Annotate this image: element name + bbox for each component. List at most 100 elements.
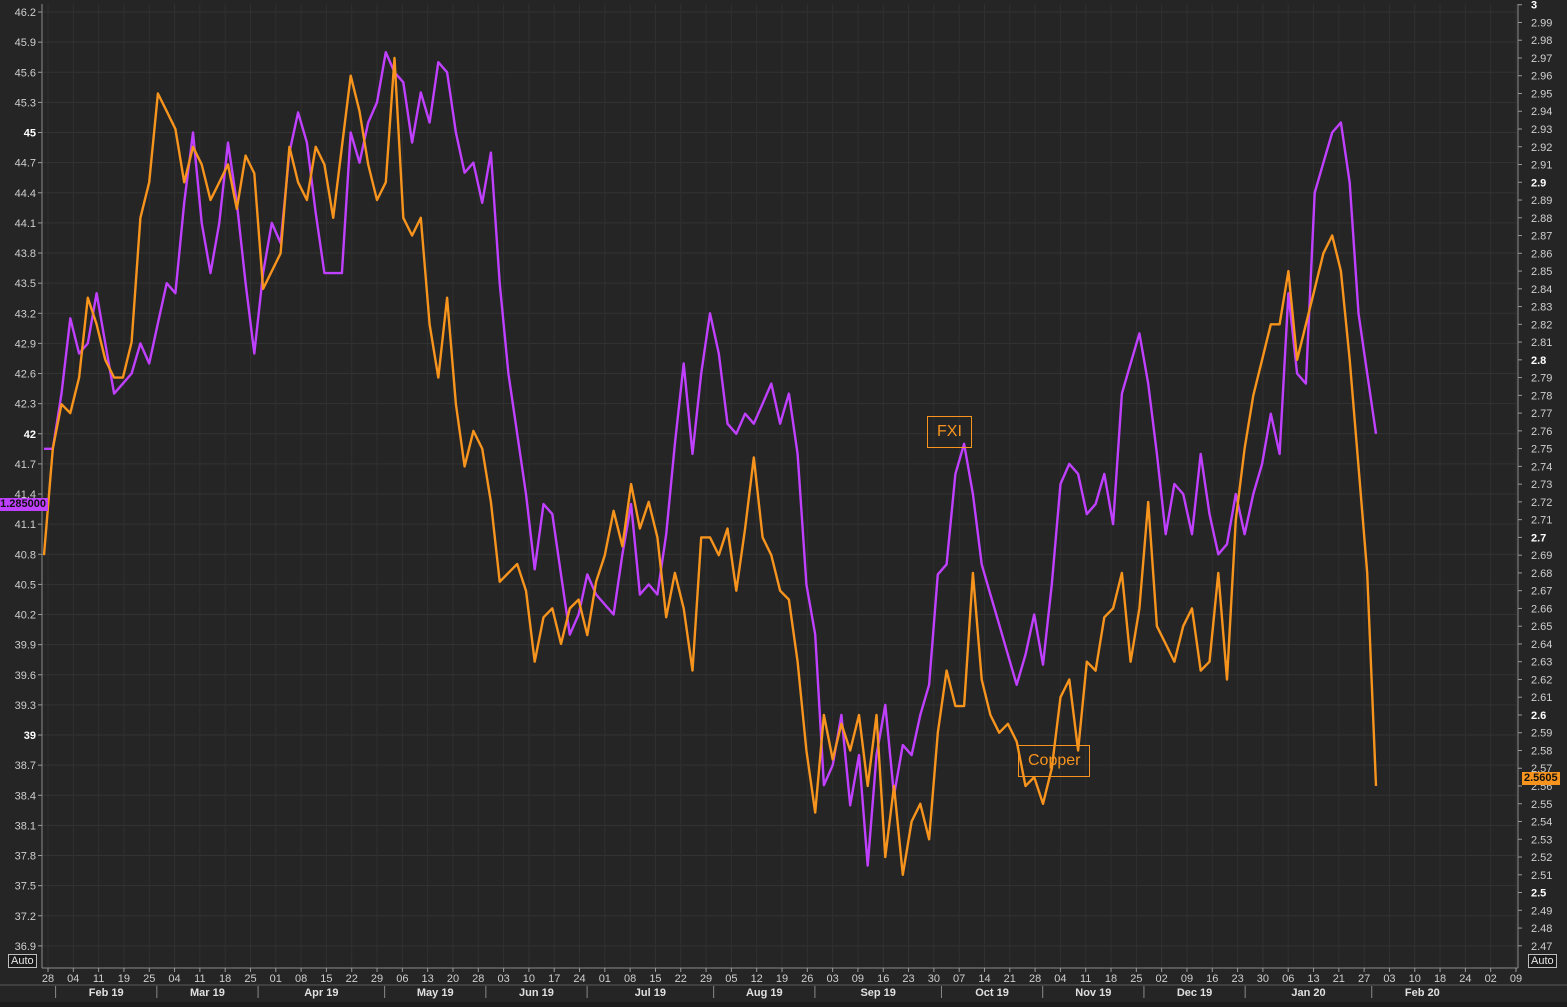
right-tick-label: 2.72	[1531, 497, 1552, 509]
x-day-label: 30	[1257, 973, 1269, 985]
x-day-label: 12	[751, 973, 763, 985]
x-day-label: 29	[700, 973, 712, 985]
left-tick-label: 37.2	[15, 911, 36, 923]
x-day-label: 23	[902, 973, 914, 985]
right-tick-label: 2.84	[1531, 284, 1552, 296]
right-tick-label: 2.8	[1531, 355, 1546, 367]
x-day-label: 19	[118, 973, 130, 985]
x-day-label: 03	[497, 973, 509, 985]
x-day-label: 25	[143, 973, 155, 985]
right-tick-label: 2.55	[1531, 799, 1552, 811]
left-tick-label: 44.7	[15, 158, 36, 170]
left-tick-label: 41.1	[15, 519, 36, 531]
right-tick-label: 2.63	[1531, 657, 1552, 669]
copper-annotation-label: Copper	[1018, 745, 1091, 777]
left-tick-label: 43.5	[15, 278, 36, 290]
x-day-label: 29	[371, 973, 383, 985]
x-day-label: 02	[1156, 973, 1168, 985]
x-day-label: 09	[1181, 973, 1193, 985]
x-month-label: Apr 19	[304, 987, 338, 999]
x-day-label: 04	[168, 973, 180, 985]
x-day-label: 23	[1231, 973, 1243, 985]
left-auto-scale-button[interactable]: Auto	[8, 954, 37, 968]
x-day-label: 10	[1409, 973, 1421, 985]
right-tick-label: 2.71	[1531, 515, 1552, 527]
right-tick-label: 3	[1531, 0, 1537, 12]
x-day-label: 02	[1485, 973, 1497, 985]
right-auto-scale-button[interactable]: Auto	[1528, 954, 1557, 968]
right-tick-label: 2.82	[1531, 319, 1552, 331]
plot-area	[42, 4, 1518, 968]
right-tick-label: 2.93	[1531, 124, 1552, 136]
left-tick-label: 36.9	[15, 941, 36, 953]
right-tick-label: 2.99	[1531, 17, 1552, 29]
x-day-label: 17	[548, 973, 560, 985]
x-month-label: Oct 19	[975, 987, 1009, 999]
x-day-label: 15	[649, 973, 661, 985]
right-tick-label: 2.49	[1531, 905, 1552, 917]
x-day-label: 14	[978, 973, 990, 985]
x-month-label: Dec 19	[1177, 987, 1212, 999]
left-tick-label: 39.6	[15, 670, 36, 682]
x-day-label: 06	[396, 973, 408, 985]
x-month-label: Aug 19	[746, 987, 783, 999]
left-tick-label: 44.1	[15, 218, 36, 230]
x-day-label: 04	[67, 973, 79, 985]
x-day-label: 08	[624, 973, 636, 985]
right-tick-label: 2.65	[1531, 621, 1552, 633]
right-tick-label: 2.62	[1531, 674, 1552, 686]
x-day-label: 06	[1282, 973, 1294, 985]
left-tick-label: 41.7	[15, 459, 36, 471]
right-tick-label: 2.5	[1531, 888, 1546, 900]
right-tick-label: 2.51	[1531, 870, 1552, 882]
left-axis-ticks: 46.2 45.9 45.6 45.3 45 44.7 44.4 44.1 43.8 43.5 43…	[15, 7, 42, 953]
x-month-label: Nov 19	[1075, 987, 1111, 999]
left-tick-label: 45	[24, 128, 36, 140]
right-tick-label: 2.87	[1531, 231, 1552, 243]
x-day-label: 21	[1333, 973, 1345, 985]
x-month-label: Jul 19	[635, 987, 666, 999]
fxi-annotation-label: FXI	[927, 416, 972, 448]
x-day-label: 22	[346, 973, 358, 985]
right-tick-label: 2.95	[1531, 88, 1552, 100]
left-tick-label: 37.5	[15, 881, 36, 893]
right-tick-label: 2.78	[1531, 390, 1552, 402]
x-day-label: 18	[1105, 973, 1117, 985]
x-month-label: Sep 19	[860, 987, 895, 999]
x-day-label: 26	[801, 973, 813, 985]
right-tick-label: 2.76	[1531, 426, 1552, 438]
left-tick-label: 37.8	[15, 851, 36, 863]
x-day-label: 28	[42, 973, 54, 985]
x-day-label: 21	[1004, 973, 1016, 985]
left-tick-label: 42.3	[15, 399, 36, 411]
x-day-label: 16	[877, 973, 889, 985]
left-tick-label: 46.2	[15, 7, 36, 19]
x-day-label: 07	[953, 973, 965, 985]
right-tick-label: 2.54	[1531, 817, 1552, 829]
x-day-label: 19	[776, 973, 788, 985]
right-tick-label: 2.96	[1531, 71, 1552, 83]
left-tick-label: 40.8	[15, 549, 36, 561]
x-day-label: 10	[523, 973, 535, 985]
x-day-label: 03	[1383, 973, 1395, 985]
right-tick-label: 2.85	[1531, 266, 1552, 278]
fxi-series-line	[44, 51, 1378, 867]
right-tick-label: 2.59	[1531, 728, 1552, 740]
x-day-label: 01	[599, 973, 611, 985]
x-month-label: May 19	[417, 987, 454, 999]
x-day-label: 01	[270, 973, 282, 985]
right-tick-label: 2.83	[1531, 302, 1552, 314]
right-tick-label: 2.67	[1531, 586, 1552, 598]
left-tick-label: 45.6	[15, 67, 36, 79]
x-day-label: 05	[725, 973, 737, 985]
left-tick-label: 39.3	[15, 700, 36, 712]
x-day-label: 11	[194, 973, 205, 985]
x-day-label: 25	[1130, 973, 1142, 985]
right-tick-label: 2.86	[1531, 248, 1552, 260]
x-month-label: Feb 19	[89, 987, 124, 999]
left-tick-label: 42	[24, 429, 36, 441]
x-day-label: 08	[295, 973, 307, 985]
right-tick-label: 2.92	[1531, 142, 1552, 154]
fxi-last-value-tag: 41.285000	[0, 498, 48, 511]
right-tick-label: 2.94	[1531, 106, 1552, 118]
